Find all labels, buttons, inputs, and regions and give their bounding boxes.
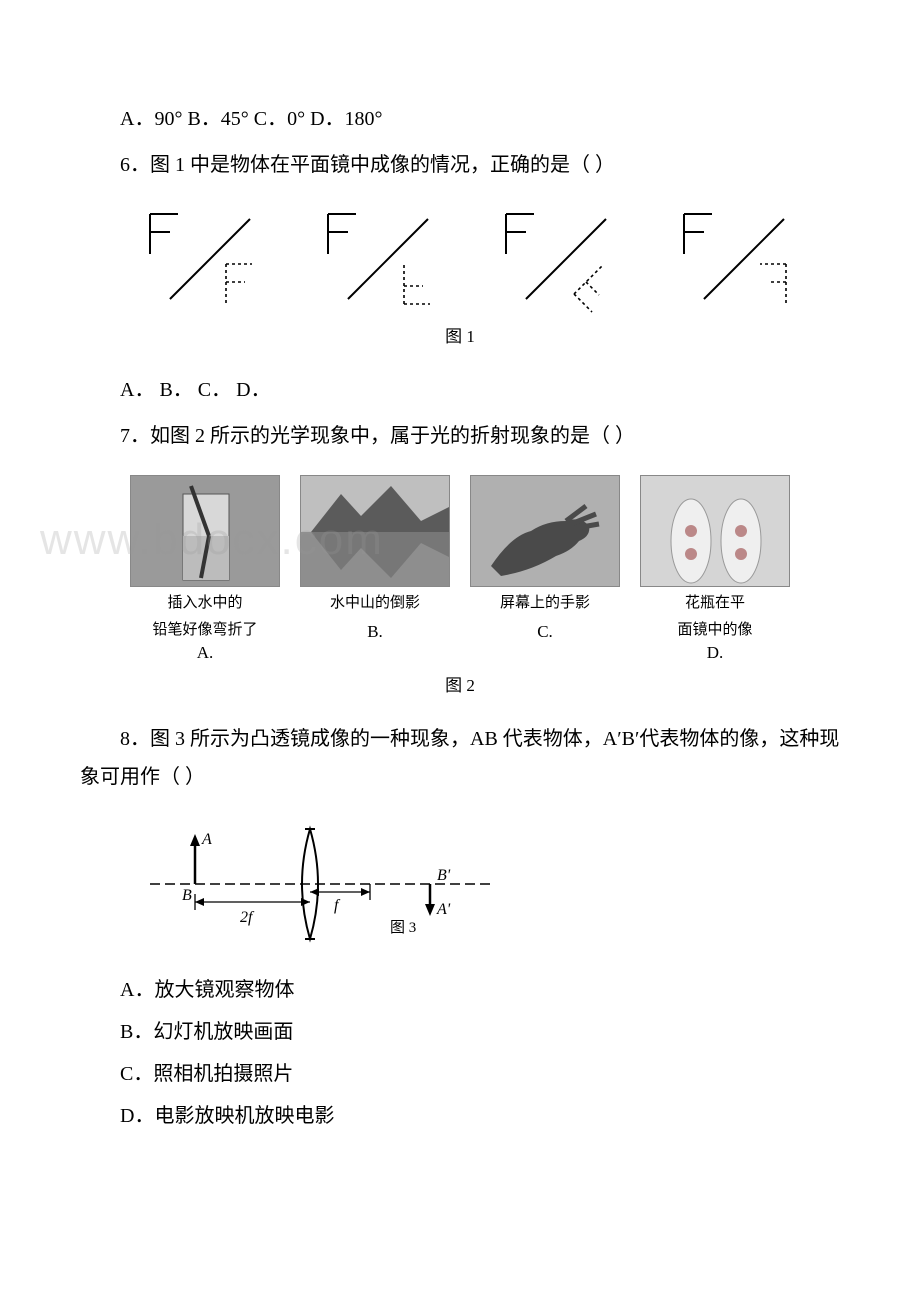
- q8-opt-c: C．照相机拍摄照片: [80, 1055, 840, 1093]
- q7-cap-d2: 面镜中的像: [677, 620, 752, 641]
- q7-stem: 7．如图 2 所示的光学现象中，属于光的折射现象的是（ ）: [80, 417, 840, 455]
- q8-stem: 8．图 3 所示为凸透镜成像的一种现象，AB 代表物体，A′B′代表物体的像，这…: [80, 720, 840, 796]
- q6-fig-c: [496, 204, 646, 314]
- q6-fig-a: [140, 204, 290, 314]
- label-f: f: [334, 897, 341, 914]
- q8-figure: A B B' A' 2f f 图 3: [140, 814, 840, 959]
- q7-item-c: 屏幕上的手影 C.: [460, 475, 630, 663]
- q7-letter-d: D.: [707, 643, 724, 663]
- q7-letter-a: A.: [197, 643, 214, 663]
- q7-item-d: 花瓶在平 面镜中的像 D.: [630, 475, 800, 663]
- q8-fig-label-inline: 图 3: [390, 919, 416, 936]
- q6-options: A． B． C． D．: [80, 371, 840, 409]
- label-Bp: B': [437, 867, 451, 884]
- q7-fig-label: 图 2: [80, 671, 840, 696]
- label-A: A: [201, 831, 212, 848]
- label-Ap: A': [436, 901, 451, 918]
- q7-img-hand: [470, 475, 620, 587]
- q6-stem: 6．图 1 中是物体在平面镜中成像的情况，正确的是（ ）: [80, 146, 840, 184]
- q6-fig-label: 图 1: [80, 322, 840, 347]
- q6-fig-d: [674, 204, 824, 314]
- q7-letter-b: B.: [367, 622, 383, 642]
- label-B: B: [182, 887, 192, 904]
- q8-opt-d: D．电影放映机放映电影: [80, 1097, 840, 1135]
- q7-cap-d1: 花瓶在平: [685, 593, 745, 614]
- q7-img-vase: [640, 475, 790, 587]
- q7-img-lake: [300, 475, 450, 587]
- q6-fig-b: [318, 204, 468, 314]
- q8-opt-b: B．幻灯机放映画面: [80, 1013, 840, 1051]
- q7-item-a: 插入水中的 铅笔好像弯折了 A.: [120, 475, 290, 663]
- q7-cap-c1: 屏幕上的手影: [500, 593, 590, 614]
- q5-options: A．90° B．45° C．0° D．180°: [80, 100, 840, 138]
- q7-cap-a1: 插入水中的: [167, 593, 242, 614]
- q6-figure-row: [80, 204, 840, 314]
- q7-wrap: 插入水中的 铅笔好像弯折了 A. 水中山的倒影 B.: [80, 475, 840, 663]
- q7-cap-a2: 铅笔好像弯折了: [152, 620, 257, 641]
- q7-figure-row: 插入水中的 铅笔好像弯折了 A. 水中山的倒影 B.: [80, 475, 840, 663]
- q7-img-pencil: [130, 475, 280, 587]
- q7-item-b: 水中山的倒影 B.: [290, 475, 460, 663]
- q7-cap-b1: 水中山的倒影: [330, 593, 420, 614]
- q8-opt-a: A．放大镜观察物体: [80, 971, 840, 1009]
- q7-letter-c: C.: [537, 622, 553, 642]
- label-2f: 2f: [240, 909, 255, 926]
